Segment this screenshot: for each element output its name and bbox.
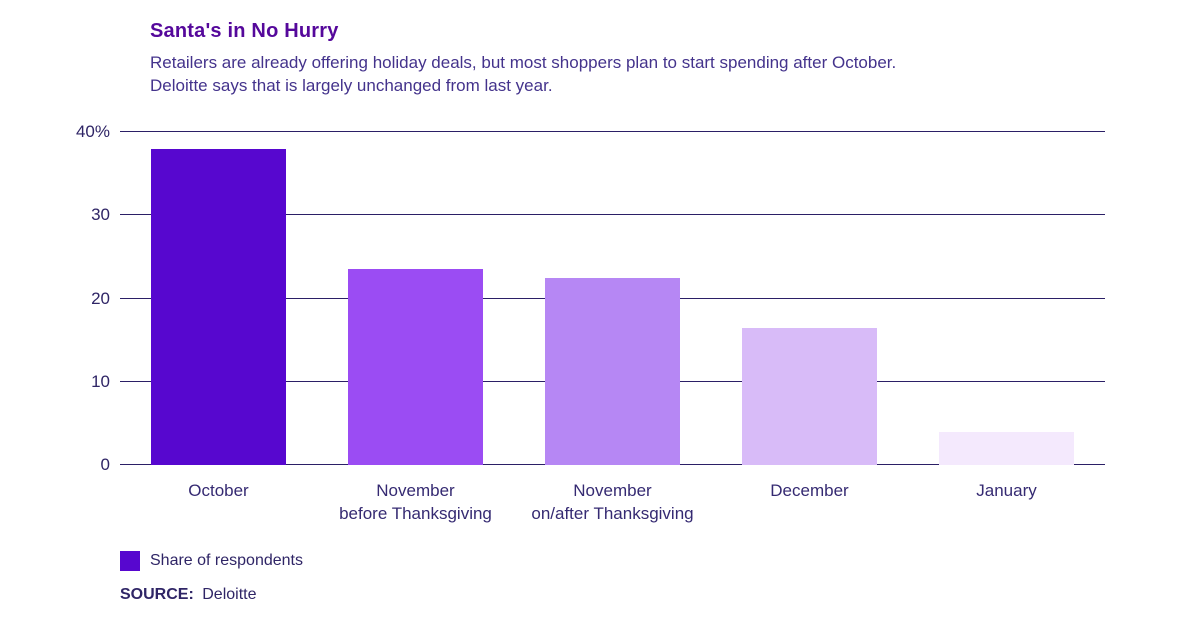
bars-row	[120, 132, 1105, 465]
y-axis: 40% 30 20 10 0	[0, 122, 120, 474]
chart-subtitle: Retailers are already offering holiday d…	[150, 51, 1160, 97]
source-line: SOURCE: Deloitte	[120, 586, 256, 604]
bar-slot	[711, 132, 908, 465]
chart-title: Santa's in No Hurry	[150, 20, 339, 42]
source-prefix: SOURCE:	[120, 586, 194, 603]
bar-january	[938, 431, 1075, 465]
x-axis-label: January	[976, 481, 1037, 500]
x-axis-label: October	[188, 481, 249, 500]
source-text: Deloitte	[202, 586, 257, 603]
chart-subtitle-line1: Retailers are already offering holiday d…	[150, 53, 897, 72]
plot-area	[120, 131, 1105, 465]
bar-slot	[317, 132, 514, 465]
bar-october	[150, 148, 287, 465]
gridline-40	[120, 131, 1105, 132]
x-axis-label: December	[770, 481, 849, 500]
y-tick-label-30: 30	[91, 205, 110, 225]
y-tick-label-0: 0	[100, 455, 110, 474]
x-axis-label: November on/after Thanksgiving	[531, 481, 694, 523]
gridline-30	[120, 214, 1105, 216]
y-tick-label-20: 20	[91, 288, 110, 308]
legend-label: Share of respondents	[150, 552, 303, 569]
bar-november	[544, 277, 681, 465]
legend-swatch	[120, 551, 140, 571]
bar-slot	[908, 132, 1105, 465]
bar-chart: 40% 30 20 10 0 October November before Thanks…	[0, 118, 1105, 525]
bar-slot	[514, 132, 711, 465]
y-tick-label-40: 40%	[75, 122, 110, 141]
x-axis-labels: October November before Thanksgiving Novem…	[120, 479, 1105, 525]
bar-november	[347, 269, 484, 465]
bar-slot	[120, 132, 317, 465]
x-axis-label: November before Thanksgiving	[339, 481, 492, 523]
chart-header: Santa's in No Hurry Retailers are alread…	[0, 0, 1200, 97]
legend: Share of respondents	[120, 551, 303, 571]
chart-subtitle-line2: Deloitte says that is largely unchanged …	[150, 76, 553, 95]
bar-december	[741, 327, 878, 465]
plot-column: October November before Thanksgiving Novem…	[120, 118, 1105, 525]
y-tick-label-10: 10	[91, 371, 110, 391]
